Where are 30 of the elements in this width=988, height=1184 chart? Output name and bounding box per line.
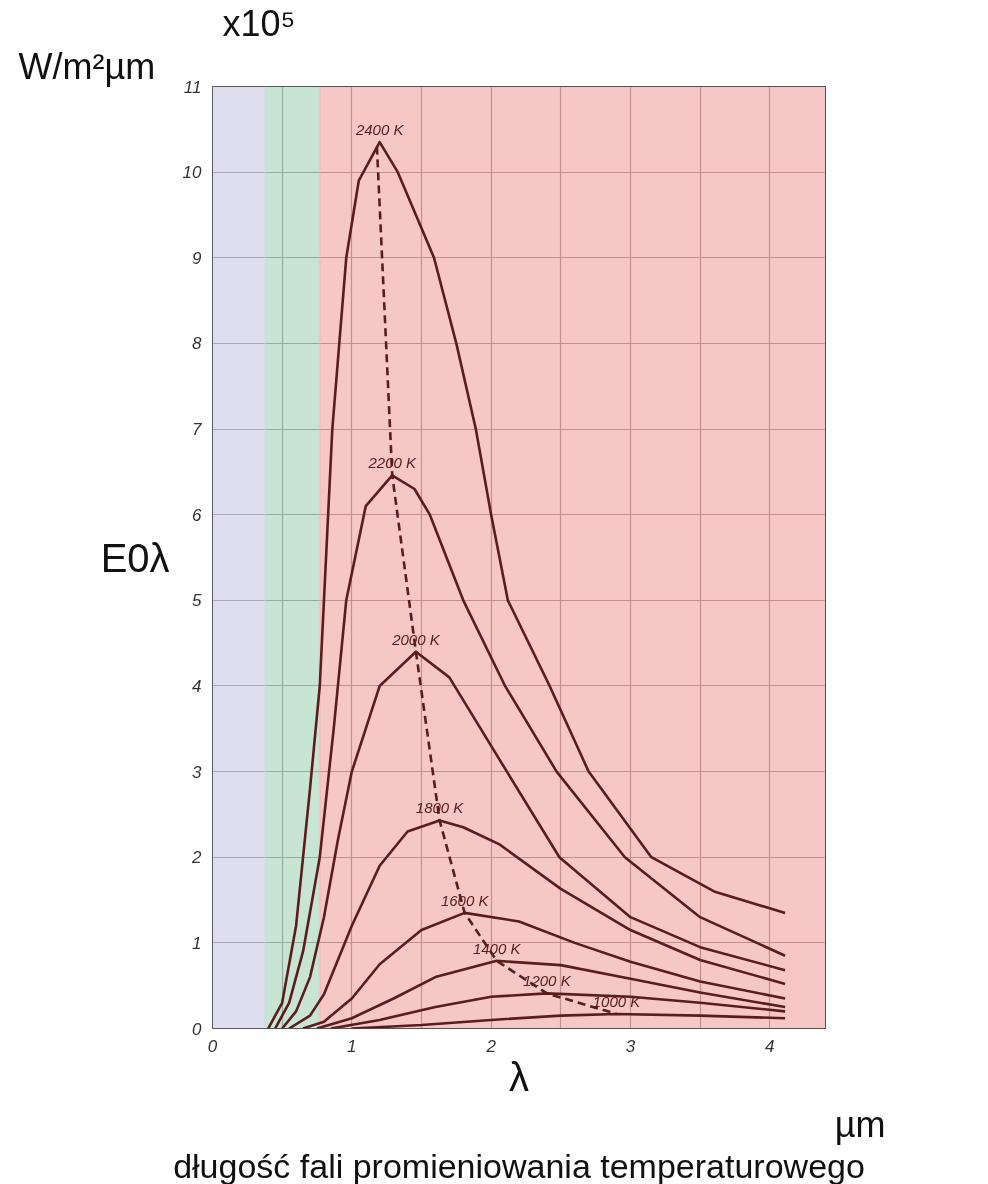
y-tick-label: 10 bbox=[182, 163, 203, 183]
series-label: 1200 K bbox=[523, 972, 572, 990]
x-tick-label: 1 bbox=[347, 1036, 357, 1056]
y-tick-label: 0 bbox=[192, 1019, 203, 1039]
text: długość fali promieniowania temperaturowego bbox=[173, 1146, 865, 1184]
y-tick-label: 7 bbox=[192, 420, 203, 440]
series-label: 2200 K bbox=[367, 454, 417, 472]
y-tick-label: 5 bbox=[192, 591, 203, 611]
line-series bbox=[266, 140, 787, 1029]
y-axis-title: E0λ bbox=[100, 535, 170, 580]
y-tick-label: 8 bbox=[192, 334, 203, 354]
text: µm bbox=[834, 1103, 886, 1145]
y-tick-label: 6 bbox=[192, 505, 203, 525]
series-label: 2000 K bbox=[391, 630, 441, 648]
y-tick-label: 1 bbox=[192, 933, 202, 953]
y-tick-label: 3 bbox=[192, 762, 203, 782]
text: W/m²µm bbox=[18, 45, 156, 87]
x-tick-label: 2 bbox=[485, 1036, 497, 1056]
x-tick-label: 0 bbox=[207, 1036, 218, 1056]
y-tick-label: 11 bbox=[183, 77, 202, 97]
text: x10⁵ bbox=[222, 2, 296, 44]
x-tick-label: 3 bbox=[625, 1036, 636, 1056]
x-axis-title: λ bbox=[509, 1054, 529, 1099]
series-label: 1600 K bbox=[440, 891, 490, 909]
x-tick-label: 4 bbox=[765, 1036, 775, 1056]
y-tick-label: 2 bbox=[191, 848, 203, 868]
y-tick-label: 9 bbox=[192, 248, 203, 268]
series-label: 2400 K bbox=[354, 121, 405, 139]
series-label: 1800 K bbox=[415, 799, 465, 817]
y-tick-label: 4 bbox=[192, 676, 202, 696]
